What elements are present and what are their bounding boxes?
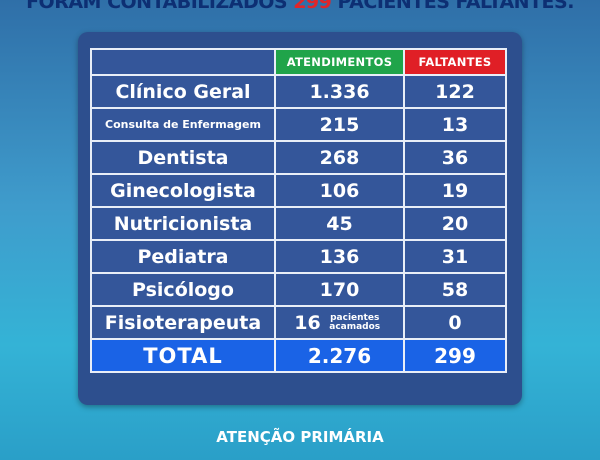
row-label: Ginecologista	[90, 173, 276, 208]
table-row: Pediatra 136 31	[90, 239, 507, 274]
row-label: Nutricionista	[90, 206, 276, 241]
atendimentos-cell: 2.276	[274, 338, 405, 373]
table-row: Psicólogo 170 58	[90, 272, 507, 307]
atendimentos-cell: 136	[274, 239, 405, 274]
atendimentos-value: 136	[319, 245, 360, 268]
faltantes-cell: 19	[403, 173, 507, 208]
header-cell	[90, 48, 276, 76]
row-label: Fisioterapeuta	[90, 305, 276, 340]
faltantes-cell: 20	[403, 206, 507, 241]
headline-text: PACIENTES FALTANTES.	[337, 0, 575, 13]
atendimentos-value: 170	[319, 278, 360, 301]
headline-text: FORAM CONTABILIZADOS	[26, 0, 288, 13]
faltantes-cell: 13	[403, 107, 507, 142]
row-label: TOTAL	[90, 338, 276, 373]
table-panel: ATENDIMENTOS FALTANTES Clínico Geral 1.33…	[78, 32, 522, 405]
atendimentos-cell: 1.336	[274, 74, 405, 109]
atendimentos-value: 16	[294, 311, 321, 334]
atendimentos-value: 1.336	[309, 80, 370, 103]
table-row: Consulta de Enfermagem 215 13	[90, 107, 507, 142]
faltantes-cell: 31	[403, 239, 507, 274]
atendimentos-cell: 106	[274, 173, 405, 208]
atendimentos-value: 2.276	[307, 343, 372, 368]
cell-note: pacientes acamados	[329, 313, 381, 332]
header-cell: FALTANTES	[403, 48, 507, 76]
footer: ATENÇÃO PRIMÁRIA	[216, 428, 384, 446]
atendimentos-value: 268	[319, 146, 360, 169]
table-row: Dentista 268 36	[90, 140, 507, 175]
atendimentos-value: 45	[326, 212, 353, 235]
faltantes-cell: 299	[403, 338, 507, 373]
row-label: Dentista	[90, 140, 276, 175]
row-label: Psicólogo	[90, 272, 276, 307]
atendimentos-cell: 170	[274, 272, 405, 307]
row-label: Consulta de Enfermagem	[90, 107, 276, 142]
row-label: Pediatra	[90, 239, 276, 274]
total-row: TOTAL 2.276 299	[90, 338, 507, 373]
atendimentos-cell: 16 pacientes acamados	[274, 305, 405, 340]
table-row: Ginecologista 106 19	[90, 173, 507, 208]
headline: FORAM CONTABILIZADOS 299 PACIENTES FALTA…	[0, 0, 600, 13]
atendimentos-cell: 215	[274, 107, 405, 142]
atendimentos-value: 106	[319, 179, 360, 202]
header-cell: ATENDIMENTOS	[274, 48, 405, 76]
table-row: Fisioterapeuta 16 pacientes acamados 0	[90, 305, 507, 340]
table: ATENDIMENTOS FALTANTES Clínico Geral 1.33…	[90, 48, 507, 373]
atendimentos-cell: 45	[274, 206, 405, 241]
row-label: Clínico Geral	[90, 74, 276, 109]
table-body: ATENDIMENTOS FALTANTES Clínico Geral 1.33…	[90, 48, 507, 373]
faltantes-cell: 122	[403, 74, 507, 109]
table-row: Clínico Geral 1.336 122	[90, 74, 507, 109]
faltantes-cell: 58	[403, 272, 507, 307]
table-row: Nutricionista 45 20	[90, 206, 507, 241]
atendimentos-cell: 268	[274, 140, 405, 175]
headline-number: 299	[293, 0, 332, 13]
atendimentos-value: 215	[319, 113, 360, 136]
faltantes-cell: 36	[403, 140, 507, 175]
faltantes-cell: 0	[403, 305, 507, 340]
header-row: ATENDIMENTOS FALTANTES	[90, 48, 507, 76]
